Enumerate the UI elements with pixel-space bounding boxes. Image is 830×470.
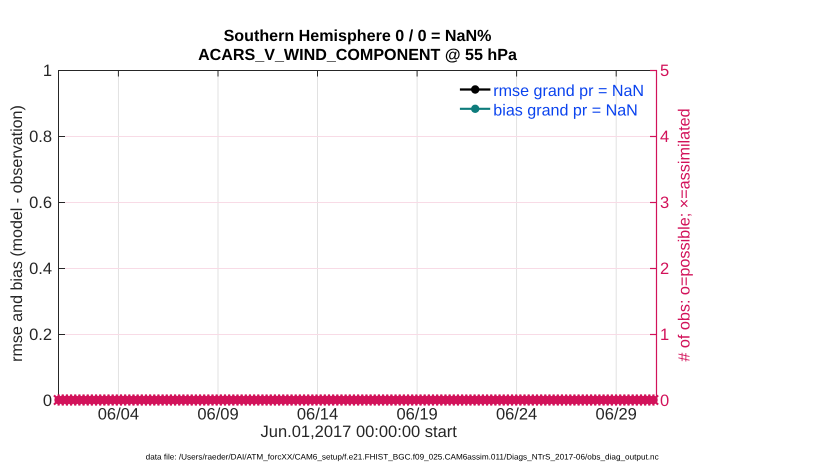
svg-text:1: 1 [43,62,52,80]
svg-text:5: 5 [660,62,669,80]
svg-text:Southern Hemisphere 0 / 0 = Na: Southern Hemisphere 0 / 0 = NaN% [224,27,492,45]
svg-text:0: 0 [43,392,52,410]
svg-text:06/14: 06/14 [297,406,338,424]
svg-text:0.2: 0.2 [29,326,52,344]
svg-text:rmse and bias (model - observa: rmse and bias (model - observation) [8,105,26,362]
svg-text:rmse grand pr = NaN: rmse grand pr = NaN [493,82,644,100]
svg-text:0.6: 0.6 [29,194,52,212]
svg-text:06/24: 06/24 [496,406,537,424]
svg-text:06/29: 06/29 [596,406,637,424]
svg-text:0: 0 [660,392,669,410]
svg-text:0.8: 0.8 [29,128,52,146]
svg-text:data file: /Users/raeder/DAI/A: data file: /Users/raeder/DAI/ATM_forcXX/… [146,453,659,462]
svg-text:2: 2 [660,260,669,278]
svg-text:4: 4 [660,128,669,146]
svg-text:06/09: 06/09 [197,406,238,424]
svg-text:1: 1 [660,326,669,344]
svg-text:bias grand pr = NaN: bias grand pr = NaN [493,102,637,120]
svg-text:ACARS_V_WIND_COMPONENT @ 55 hP: ACARS_V_WIND_COMPONENT @ 55 hPa [198,46,518,64]
svg-text:06/04: 06/04 [98,406,139,424]
svg-text:# of obs: o=possible; ×=assimi: # of obs: o=possible; ×=assimilated [676,108,694,361]
svg-text:3: 3 [660,194,669,212]
svg-text:Jun.01,2017 00:00:00 start: Jun.01,2017 00:00:00 start [261,423,458,441]
svg-text:06/19: 06/19 [396,406,437,424]
svg-text:0.4: 0.4 [29,260,52,278]
